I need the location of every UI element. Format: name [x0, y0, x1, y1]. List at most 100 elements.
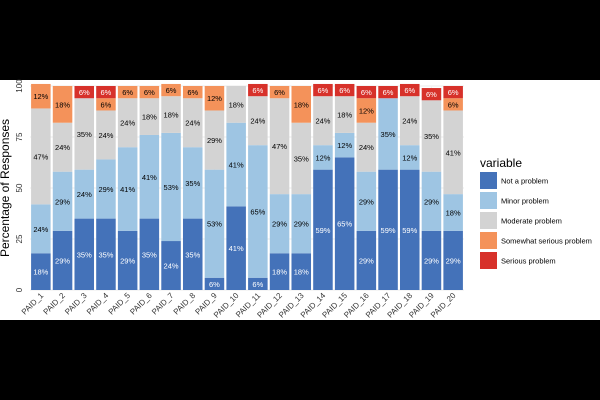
bar-value-label: 47% — [33, 152, 48, 161]
bar-value-label: 6% — [426, 90, 437, 99]
bar-value-label: 6% — [448, 100, 459, 109]
bar-value-label: 6% — [339, 86, 350, 95]
bar-value-label: 18% — [446, 208, 461, 217]
bar-value-label: 18% — [164, 111, 179, 120]
bar-value-label: 18% — [33, 268, 48, 277]
bar-value-label: 35% — [185, 179, 200, 188]
bar-segment — [334, 132, 355, 158]
bar-segment — [226, 86, 246, 123]
bar-segment — [31, 253, 51, 290]
bar-segment — [52, 171, 73, 231]
bar-segment — [248, 96, 268, 146]
bar-value-label: 41% — [142, 173, 157, 182]
bar-value-label: 29% — [424, 256, 439, 265]
bar-value-label: 29% — [446, 256, 461, 265]
bar-segment — [291, 194, 312, 254]
bar-segment — [117, 147, 138, 231]
legend: Not a problem Minor problem Moderate probl… — [480, 172, 592, 269]
bar-segment — [96, 218, 116, 290]
bar-value-label: 29% — [294, 220, 309, 229]
bar-segment — [226, 206, 246, 290]
bar-value-label: 24% — [55, 143, 70, 152]
bar-segment — [52, 122, 73, 172]
bar-value-label: 59% — [381, 226, 396, 235]
plot-area: 025507510018%24%47%12%PAID_129%29%24%18%… — [15, 79, 464, 320]
bar-value-label: 29% — [272, 220, 287, 229]
bar-segment — [161, 83, 181, 97]
bar-value-label: 6% — [166, 86, 177, 95]
legend-key — [480, 192, 497, 209]
bar-value-label: 24% — [250, 117, 265, 126]
bar-value-label: 6% — [318, 86, 329, 95]
bar-value-label: 41% — [446, 148, 461, 157]
legend-label: Somewhat serious problem — [501, 237, 592, 246]
bar-segment — [74, 169, 95, 219]
bar-value-label: 12% — [33, 92, 48, 101]
bar-value-label: 6% — [144, 88, 155, 97]
bar-segment — [31, 83, 51, 109]
bar-value-label: 6% — [101, 88, 112, 97]
legend-title: variable — [480, 156, 522, 170]
bar-segment — [161, 96, 181, 133]
bar-value-label: 12% — [337, 141, 352, 150]
bar-value-label: 6% — [274, 88, 285, 97]
bar-segment — [226, 122, 246, 207]
bar-segment — [204, 169, 225, 278]
bar-value-label: 6% — [448, 88, 459, 97]
bar-value-label: 29% — [207, 136, 222, 145]
bar-segment — [443, 230, 463, 290]
bar-value-label: 35% — [185, 250, 200, 259]
bar-segment — [378, 98, 398, 170]
bar-value-label: 24% — [359, 143, 374, 152]
bar-value-label: 35% — [424, 132, 439, 141]
bar-value-label: 41% — [120, 185, 135, 194]
bar-segment — [399, 145, 420, 170]
bar-segment — [269, 194, 290, 254]
bar-value-label: 35% — [294, 154, 309, 163]
bar-segment — [96, 98, 116, 111]
bar-segment — [117, 230, 138, 290]
bar-value-label: 65% — [250, 207, 265, 216]
bar-value-label: 29% — [120, 256, 135, 265]
bar-value-label: 6% — [361, 88, 372, 97]
bar-segment — [31, 204, 51, 254]
bar-value-label: 18% — [55, 100, 70, 109]
bar-value-label: 18% — [272, 268, 287, 277]
bar-segment — [139, 134, 160, 219]
bar-segment — [248, 277, 268, 290]
bar-segment — [31, 108, 51, 205]
bar-segment — [378, 169, 398, 290]
bar-segment — [443, 98, 463, 111]
bar-value-label: 53% — [207, 220, 222, 229]
bar-value-label: 47% — [272, 142, 287, 151]
bar-segment — [334, 96, 355, 133]
bar-segment — [248, 83, 268, 97]
bar-value-label: 24% — [120, 119, 135, 128]
bar-value-label: 6% — [101, 100, 112, 109]
bar-value-label: 65% — [337, 220, 352, 229]
bar-value-label: 35% — [142, 250, 157, 259]
bar-value-label: 29% — [98, 185, 113, 194]
bar-value-label: 24% — [402, 117, 417, 126]
bar-segment — [161, 241, 181, 290]
bar-segment — [334, 83, 355, 97]
bar-segment — [269, 253, 290, 290]
bar-value-label: 29% — [424, 197, 439, 206]
bar-segment — [269, 86, 290, 99]
bar-segment — [139, 218, 160, 290]
bar-value-label: 24% — [185, 119, 200, 128]
bar-segment — [356, 230, 377, 290]
legend-key — [480, 252, 497, 269]
bar-segment — [182, 86, 203, 99]
y-tick-label: 100 — [15, 79, 24, 93]
bar-value-label: 29% — [359, 256, 374, 265]
bar-segment — [248, 145, 268, 278]
legend-key — [480, 172, 497, 189]
bar-segment — [182, 218, 203, 290]
bar-value-label: 35% — [77, 130, 92, 139]
bar-segment — [313, 83, 333, 97]
bar-segment — [443, 194, 463, 231]
bar-segment — [399, 83, 420, 97]
bar-value-label: 41% — [229, 244, 244, 253]
bar-segment — [291, 253, 312, 290]
